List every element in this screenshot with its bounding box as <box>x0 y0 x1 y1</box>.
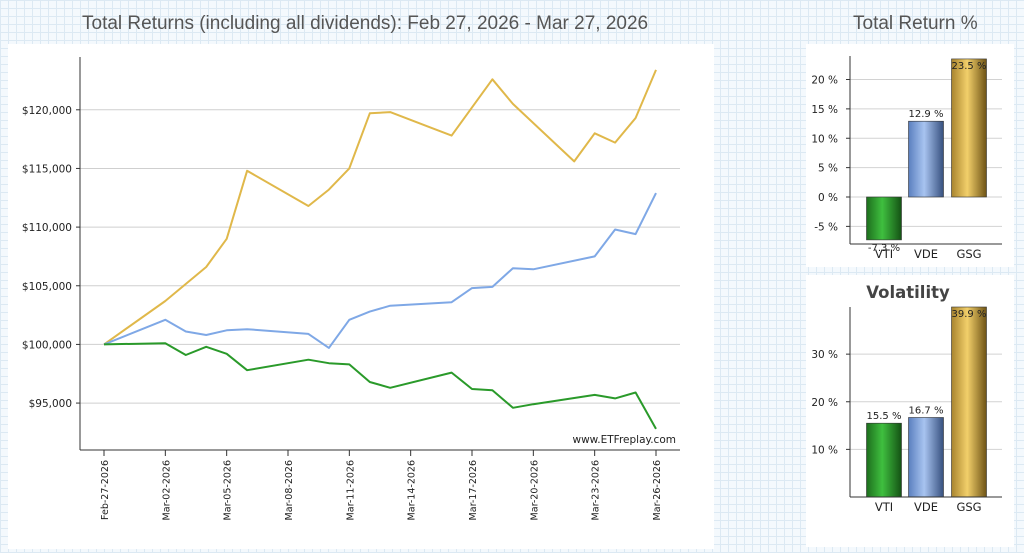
y-tick-label: 20 % <box>811 397 838 409</box>
y-tick-label: 20 % <box>811 75 838 87</box>
bar-value-label: 12.9 % <box>909 109 944 120</box>
y-tick-label: $105,000 <box>22 281 72 293</box>
bar-gsg <box>951 306 987 498</box>
y-tick-label: $100,000 <box>22 339 72 351</box>
x-axis: Feb-27-2026 Mar-02-2026 Mar-05-2026 Mar-08-… <box>100 450 663 520</box>
category-label: VTI <box>875 500 893 514</box>
y-tick-label: $120,000 <box>22 105 72 117</box>
category-label: VTI <box>875 247 893 261</box>
x-tick-label: Feb-27-2026 <box>100 460 111 520</box>
y-axis: $95,000 $100,000 $105,000 $110,000 $115,000 $… <box>22 105 80 410</box>
x-tick-label: Mar-26-2026 <box>652 460 663 520</box>
category-label: VDE <box>914 500 938 514</box>
y-gridlines <box>80 109 680 404</box>
y-tick-label: 10 % <box>811 133 838 145</box>
main-chart-title: Total Returns (including all dividends):… <box>82 13 649 34</box>
volatility-title: Volatility <box>866 283 950 302</box>
line-chart: $95,000 $100,000 $105,000 $110,000 $115,000 $… <box>22 57 680 520</box>
x-tick-label: Mar-20-2026 <box>529 460 540 520</box>
bar-value-label: 39.9 % <box>952 309 987 320</box>
series-line-vti <box>103 342 657 430</box>
y-tick-label: 15 % <box>811 104 838 116</box>
series-line-vde <box>103 192 657 349</box>
category-label: GSG <box>956 500 981 514</box>
volatility-bar-chart: Volatility 10 % 20 % 30 % 15.5 % VTI 16.7 % V… <box>811 283 1002 514</box>
series-lines <box>103 69 657 430</box>
y-tick-label: 5 % <box>818 163 838 175</box>
y-tick-label: $110,000 <box>22 222 72 234</box>
y-tick-label: 0 % <box>818 192 838 204</box>
bar-vti <box>866 422 902 498</box>
bar-value-label: -7.3 % <box>868 243 900 254</box>
bar-gsg <box>951 58 987 198</box>
x-tick-label: Mar-14-2026 <box>407 460 418 520</box>
x-tick-label: Mar-11-2026 <box>345 460 356 520</box>
category-label: VDE <box>914 247 938 261</box>
series-line-gsg <box>103 69 657 346</box>
x-tick-label: Mar-17-2026 <box>468 460 479 520</box>
y-tick-label: -5 % <box>814 221 838 233</box>
x-tick-label: Mar-23-2026 <box>591 460 602 520</box>
category-label: GSG <box>956 247 981 261</box>
watermark: www.ETFreplay.com <box>572 434 676 446</box>
bar-value-label: 16.7 % <box>909 405 944 416</box>
y-tick-label: 10 % <box>811 444 838 456</box>
bar-vde <box>908 120 944 198</box>
bar-vde <box>908 417 944 498</box>
total-return-bar-chart: -5 % 0 % 5 % 10 % 15 % 20 % -7.3 %VTI 12.9 % VD… <box>811 56 1002 261</box>
return-bars: -7.3 %VTI 12.9 % VDE 23.5 % GSG <box>866 58 987 261</box>
x-tick-label: Mar-05-2026 <box>223 460 234 520</box>
y-tick-label: 30 % <box>811 349 838 361</box>
x-tick-label: Mar-02-2026 <box>161 460 172 520</box>
bar-value-label: 15.5 % <box>867 411 902 422</box>
bar-value-label: 23.5 % <box>952 61 987 72</box>
y-tick-label: $115,000 <box>22 163 72 175</box>
y-tick-label: $95,000 <box>29 398 72 410</box>
bar-vti <box>866 196 902 241</box>
return-chart-title: Total Return % <box>853 13 978 34</box>
x-tick-label: Mar-08-2026 <box>284 460 295 520</box>
volatility-bars: 15.5 % VTI 16.7 % VDE 39.9 % GSG <box>866 306 987 514</box>
main-chart-panel <box>8 44 714 549</box>
